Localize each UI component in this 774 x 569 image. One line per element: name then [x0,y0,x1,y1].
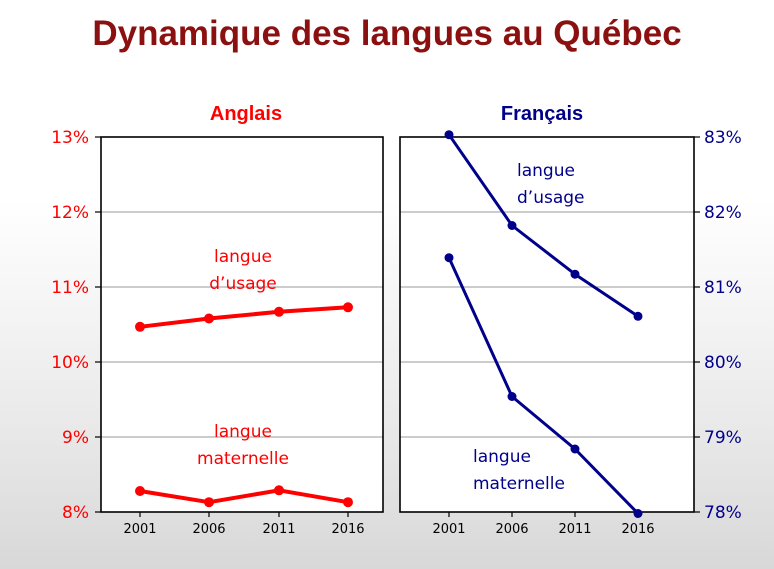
annotation-line: maternelle [473,474,565,494]
data-point [507,392,517,401]
x-tick-label: 2006 [495,522,528,537]
x-tick-label: 2011 [558,522,591,537]
series-line [447,257,640,515]
series-line [139,305,349,329]
y-tick-label: 13% [51,128,89,148]
annotation-line: maternelle [197,449,289,469]
data-point [570,444,580,454]
data-point [204,313,214,324]
annotation-line: langue [214,247,272,267]
data-point [633,509,643,518]
panel-title: Français [501,103,583,125]
data-point [444,130,454,140]
x-tick-label: 2006 [192,522,225,537]
data-point [343,302,353,313]
annotation-line: d’usage [209,274,277,294]
y-tick-label: 11% [51,278,89,298]
data-point [135,321,145,332]
annotation-line: langue [214,422,272,442]
y-tick-label: 83% [704,128,742,148]
francais-usage-label: langue d’usage [517,161,585,208]
series-line [139,488,349,505]
x-tick-label: 2001 [432,522,465,537]
y-tick-label: 78% [704,503,742,523]
y-tick-label: 12% [51,203,89,223]
data-point [135,486,145,496]
y-tick-label: 82% [704,203,742,223]
data-point [633,311,643,321]
plot-frame [100,136,384,513]
y-tick-label: 81% [704,278,742,298]
panel-title: Anglais [210,103,282,125]
annotation-line: langue [517,161,575,181]
data-point [274,485,284,496]
francais-panel: 78% 79% 80% 81% 82% 83% 2001 2006 2011 2016 França… [399,103,742,537]
x-tick-label: 2016 [621,522,654,537]
data-point [570,269,580,279]
x-tick-label: 2011 [262,522,295,537]
y-tick-label: 9% [62,428,89,448]
x-tick-label: 2001 [123,522,156,537]
page-title: Dynamique des langues au Québec [92,14,682,53]
anglais-panel: 8% 9% 10% 11% 12% 13% 2001 2006 2011 2016 Anglais l… [51,103,384,537]
y-tick-label: 79% [704,428,742,448]
y-tick-label: 8% [62,503,89,523]
y-tick-label: 80% [704,353,742,373]
data-point [204,497,214,508]
francais-maternelle-label: langue maternelle [473,447,565,494]
x-tick-label: 2016 [331,522,364,537]
anglais-maternelle-label: langue maternelle [197,422,289,469]
data-point [343,497,353,508]
series-line [447,133,639,318]
y-tick-label: 10% [51,353,89,373]
annotation-line: langue [473,447,531,467]
data-point [507,221,517,230]
data-point [274,306,284,317]
anglais-usage-label: langue d’usage [209,247,277,294]
annotation-line: d’usage [517,188,585,208]
data-point [444,253,454,263]
plot-frame [399,136,695,513]
plot-area [400,137,694,512]
